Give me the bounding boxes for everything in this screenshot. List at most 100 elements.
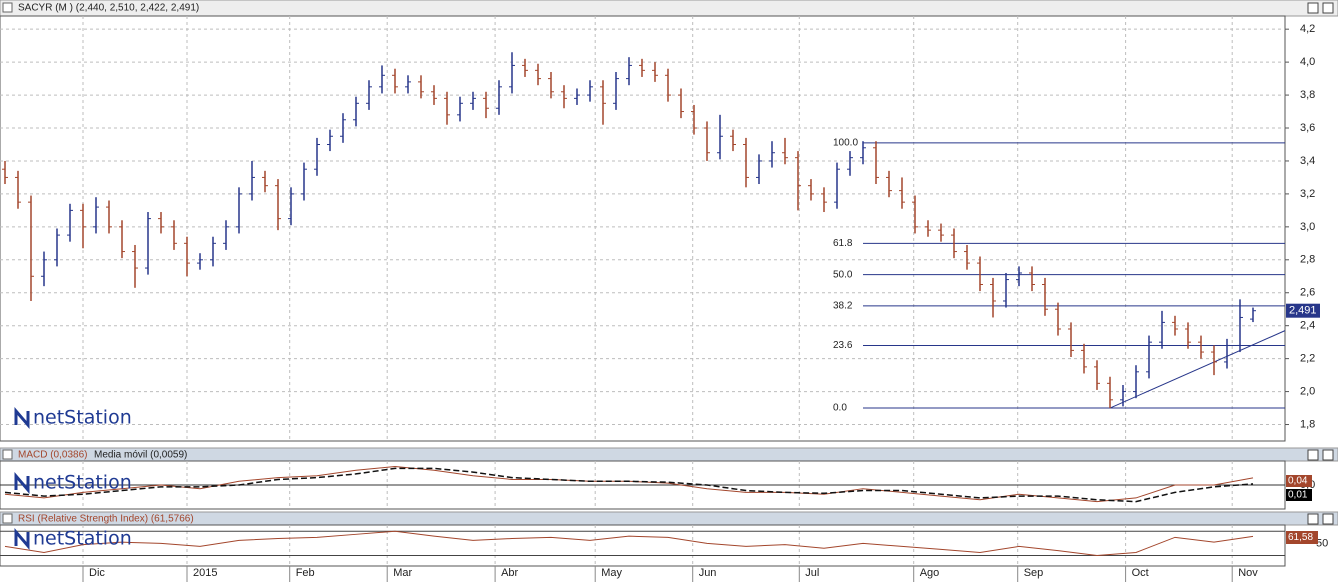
watermark: netStation <box>33 528 132 550</box>
ohlc-bar <box>743 137 749 188</box>
y-tick-label: 4,0 <box>1300 56 1315 68</box>
ohlc-bar <box>366 80 372 110</box>
macd-title-bar <box>0 447 1338 462</box>
panel-icon <box>2 513 13 524</box>
ohlc-bar <box>886 170 892 198</box>
ohlc-bar <box>431 85 437 105</box>
ohlc-bar <box>171 220 177 250</box>
ohlc-bar <box>210 236 216 267</box>
close-button[interactable] <box>1322 449 1334 461</box>
macd-value-box <box>1286 475 1312 487</box>
ohlc-bar <box>951 228 957 259</box>
fib-label: 38.2 <box>833 301 853 312</box>
rsi-line <box>4 530 1254 556</box>
ohlc-bar <box>28 195 34 301</box>
window-controls[interactable] <box>1307 2 1334 525</box>
ohlc-bar <box>314 137 320 176</box>
ohlc-bar <box>93 197 99 234</box>
ohlc-bar <box>236 187 242 234</box>
price-panel <box>0 15 1286 442</box>
ohlc-bar <box>15 170 21 209</box>
ohlc-bar <box>639 58 645 77</box>
macd-line <box>4 467 1254 503</box>
close-button[interactable] <box>1322 2 1334 14</box>
ohlc-bar <box>405 75 411 94</box>
ohlc-bar <box>379 65 385 94</box>
panel-icon <box>2 2 13 13</box>
minimize-button[interactable] <box>1307 513 1319 525</box>
y-tick-label: 1,8 <box>1300 418 1315 430</box>
ohlc-bar <box>925 220 931 237</box>
x-tick-label: Abr <box>501 567 518 579</box>
ohlc-bar <box>821 187 827 213</box>
ohlc-bar <box>418 75 424 99</box>
rsi-value-label: 61,58 <box>1288 532 1313 543</box>
ohlc-bar <box>834 162 840 209</box>
watermark: netStation <box>33 407 132 429</box>
x-tick-label: 2015 <box>193 567 217 579</box>
ohlc-bar <box>262 170 268 193</box>
signal-title: Media móvil (0,0059) <box>94 450 187 461</box>
ohlc-bar <box>964 244 970 270</box>
ohlc-bar <box>275 179 281 231</box>
ohlc-bar <box>600 80 606 125</box>
x-tick-label: Mar <box>393 567 412 579</box>
last-price-label: 2,491 <box>1289 305 1317 317</box>
logo <box>14 471 30 495</box>
ohlc-bar <box>769 141 775 168</box>
ohlc-bar <box>1016 266 1022 287</box>
ohlc-bar <box>548 72 554 99</box>
ohlc-bar <box>496 80 502 115</box>
ohlc-bar <box>847 151 853 176</box>
ohlc-bar <box>1081 343 1087 374</box>
ohlc-bar <box>54 228 60 267</box>
logo <box>14 406 30 430</box>
fib-label: 23.6 <box>833 340 853 351</box>
panel-icon <box>2 449 13 460</box>
ohlc-bar <box>1107 376 1113 409</box>
ohlc-bar <box>1237 299 1243 353</box>
ohlc-bar <box>1094 360 1100 390</box>
ohlc-bar <box>574 88 580 105</box>
fib-label: 61.8 <box>833 238 853 249</box>
macd-value-label: 0,04 <box>1288 476 1308 487</box>
ohlc-bar <box>509 52 515 94</box>
y-tick-label: 2,8 <box>1300 254 1315 266</box>
ohlc-bar <box>652 62 658 82</box>
ohlc-bar <box>990 277 996 318</box>
macd-title: MACD (0,0386) <box>18 450 87 461</box>
fib-label: 100.0 <box>833 137 858 148</box>
ohlc-bar <box>2 160 8 185</box>
minimize-button[interactable] <box>1307 449 1319 461</box>
x-tick-label: Jul <box>805 567 819 579</box>
ohlc-bar <box>873 141 879 185</box>
ohlc-bar <box>80 203 86 249</box>
ohlc-bar <box>106 200 112 234</box>
ohlc-bar <box>392 68 398 94</box>
x-tick-label: Dic <box>89 567 105 579</box>
rsi-value-box <box>1286 531 1318 544</box>
ohlc-bar <box>1198 335 1204 359</box>
ohlc-bar <box>197 253 203 270</box>
title-bar <box>0 0 1338 17</box>
minimize-button[interactable] <box>1307 2 1319 14</box>
y-tick-label: 2,6 <box>1300 287 1315 299</box>
y-tick-label: 3,6 <box>1300 122 1315 134</box>
close-button[interactable] <box>1322 513 1334 525</box>
logo <box>14 527 30 551</box>
ohlc-bar <box>522 58 528 77</box>
ohlc-bar <box>223 220 229 250</box>
ohlc-bar <box>912 195 918 234</box>
ohlc-bar <box>626 57 632 86</box>
chart-title: SACYR (M ) (2,440, 2,510, 2,422, 2,491) <box>18 3 199 14</box>
ohlc-bar <box>665 68 671 102</box>
ohlc-bar <box>1146 335 1152 379</box>
ohlc-bar <box>691 104 697 135</box>
ohlc-bar <box>41 251 47 287</box>
y-tick-label: 2,4 <box>1300 320 1315 332</box>
ohlc-bar <box>470 91 476 110</box>
ohlc-bar <box>1029 266 1035 292</box>
ohlc-bar <box>353 96 359 127</box>
ohlc-bar <box>457 96 463 122</box>
